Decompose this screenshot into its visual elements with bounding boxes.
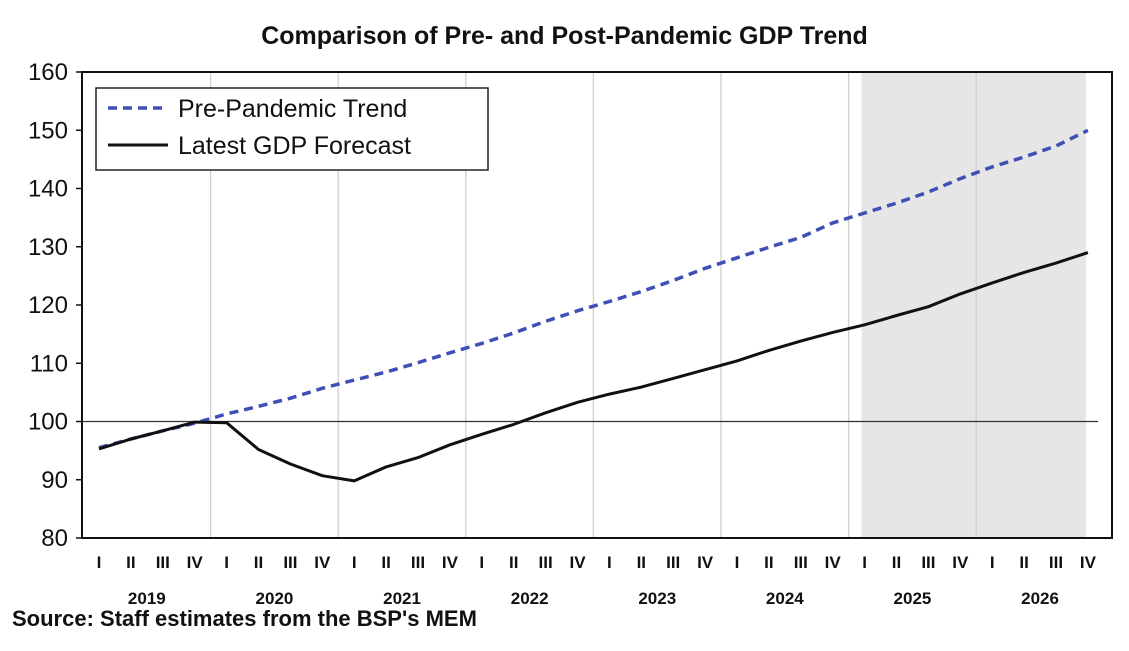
x-tick-label-quarter: III xyxy=(794,553,808,572)
chart-title: Comparison of Pre- and Post-Pandemic GDP… xyxy=(261,22,868,50)
x-tick-label-quarter: IV xyxy=(442,553,459,572)
x-tick-label-quarter: IV xyxy=(825,553,842,572)
y-axis: 80 90 100 110 120 130 140 150 160 xyxy=(28,59,82,552)
x-year-label: 2025 xyxy=(894,589,932,608)
x-tick-label-quarter: IV xyxy=(952,553,969,572)
x-tick-label-quarter: III xyxy=(283,553,297,572)
x-tick-label-quarter: III xyxy=(921,553,935,572)
x-tick-label-quarter: III xyxy=(539,553,553,572)
forecast-shaded-region xyxy=(861,72,1086,538)
x-tick-label-quarter: IV xyxy=(1080,553,1097,572)
x-tick-label-quarter: II xyxy=(892,553,901,572)
x-year-label: 2023 xyxy=(638,589,676,608)
x-year-label: 2026 xyxy=(1021,589,1059,608)
y-tick-label: 90 xyxy=(41,467,68,494)
x-tick-label-quarter: II xyxy=(1019,553,1028,572)
y-tick-label: 120 xyxy=(28,292,68,319)
x-tick-label-quarter: I xyxy=(862,553,867,572)
series-line-latest-gdp-forecast xyxy=(98,251,1089,483)
x-tick-label-quarter: II xyxy=(126,553,135,572)
x-tick-label-quarter: III xyxy=(156,553,170,572)
x-tick-label-quarter: IV xyxy=(187,553,204,572)
y-tick-label: 160 xyxy=(28,59,68,86)
y-tick-label: 130 xyxy=(28,234,68,261)
x-tick-label-quarter: I xyxy=(479,553,484,572)
x-tick-label-quarter: II xyxy=(509,553,518,572)
y-tick-label: 80 xyxy=(41,525,68,552)
x-tick-label-quarter: IV xyxy=(569,553,586,572)
y-tick-label: 140 xyxy=(28,176,68,203)
legend-label-pre-pandemic: Pre-Pandemic Trend xyxy=(178,95,407,123)
x-tick-label-quarter: III xyxy=(1049,553,1063,572)
x-year-label: 2021 xyxy=(383,589,421,608)
x-tick-label-quarter: I xyxy=(97,553,102,572)
x-tick-label-quarter: IV xyxy=(697,553,714,572)
x-tick-label-quarter: IV xyxy=(314,553,331,572)
x-axis: I II III IV I II III IV I II III IV I II III IV I II III IV… xyxy=(97,553,1097,608)
x-tick-label-quarter: I xyxy=(607,553,612,572)
x-tick-label-quarter: II xyxy=(381,553,390,572)
x-tick-label-quarter: III xyxy=(411,553,425,572)
x-year-label: 2024 xyxy=(766,589,804,608)
x-year-label: 2019 xyxy=(128,589,166,608)
series-layer xyxy=(98,128,1089,483)
x-tick-label-quarter: III xyxy=(666,553,680,572)
legend-box xyxy=(95,87,489,171)
y-tick-label: 100 xyxy=(28,409,68,436)
source-note: Source: Staff estimates from the BSP's M… xyxy=(12,606,477,631)
x-tick-label-quarter: I xyxy=(352,553,357,572)
x-year-label: 2022 xyxy=(511,589,549,608)
y-tick-label: 150 xyxy=(28,117,68,144)
x-tick-label-quarter: I xyxy=(990,553,995,572)
x-tick-label-quarter: I xyxy=(224,553,229,572)
x-tick-label-quarter: II xyxy=(764,553,773,572)
x-tick-label-quarter: II xyxy=(637,553,646,572)
series-line-pre-pandemic-trend xyxy=(98,128,1089,450)
x-year-label: 2020 xyxy=(256,589,294,608)
x-tick-label-quarter: II xyxy=(254,553,263,572)
legend: Pre-Pandemic Trend Latest GDP Forecast xyxy=(95,87,489,171)
y-tick-label: 110 xyxy=(30,350,68,377)
x-tick-label-quarter: I xyxy=(735,553,740,572)
legend-label-latest-forecast: Latest GDP Forecast xyxy=(178,132,411,160)
